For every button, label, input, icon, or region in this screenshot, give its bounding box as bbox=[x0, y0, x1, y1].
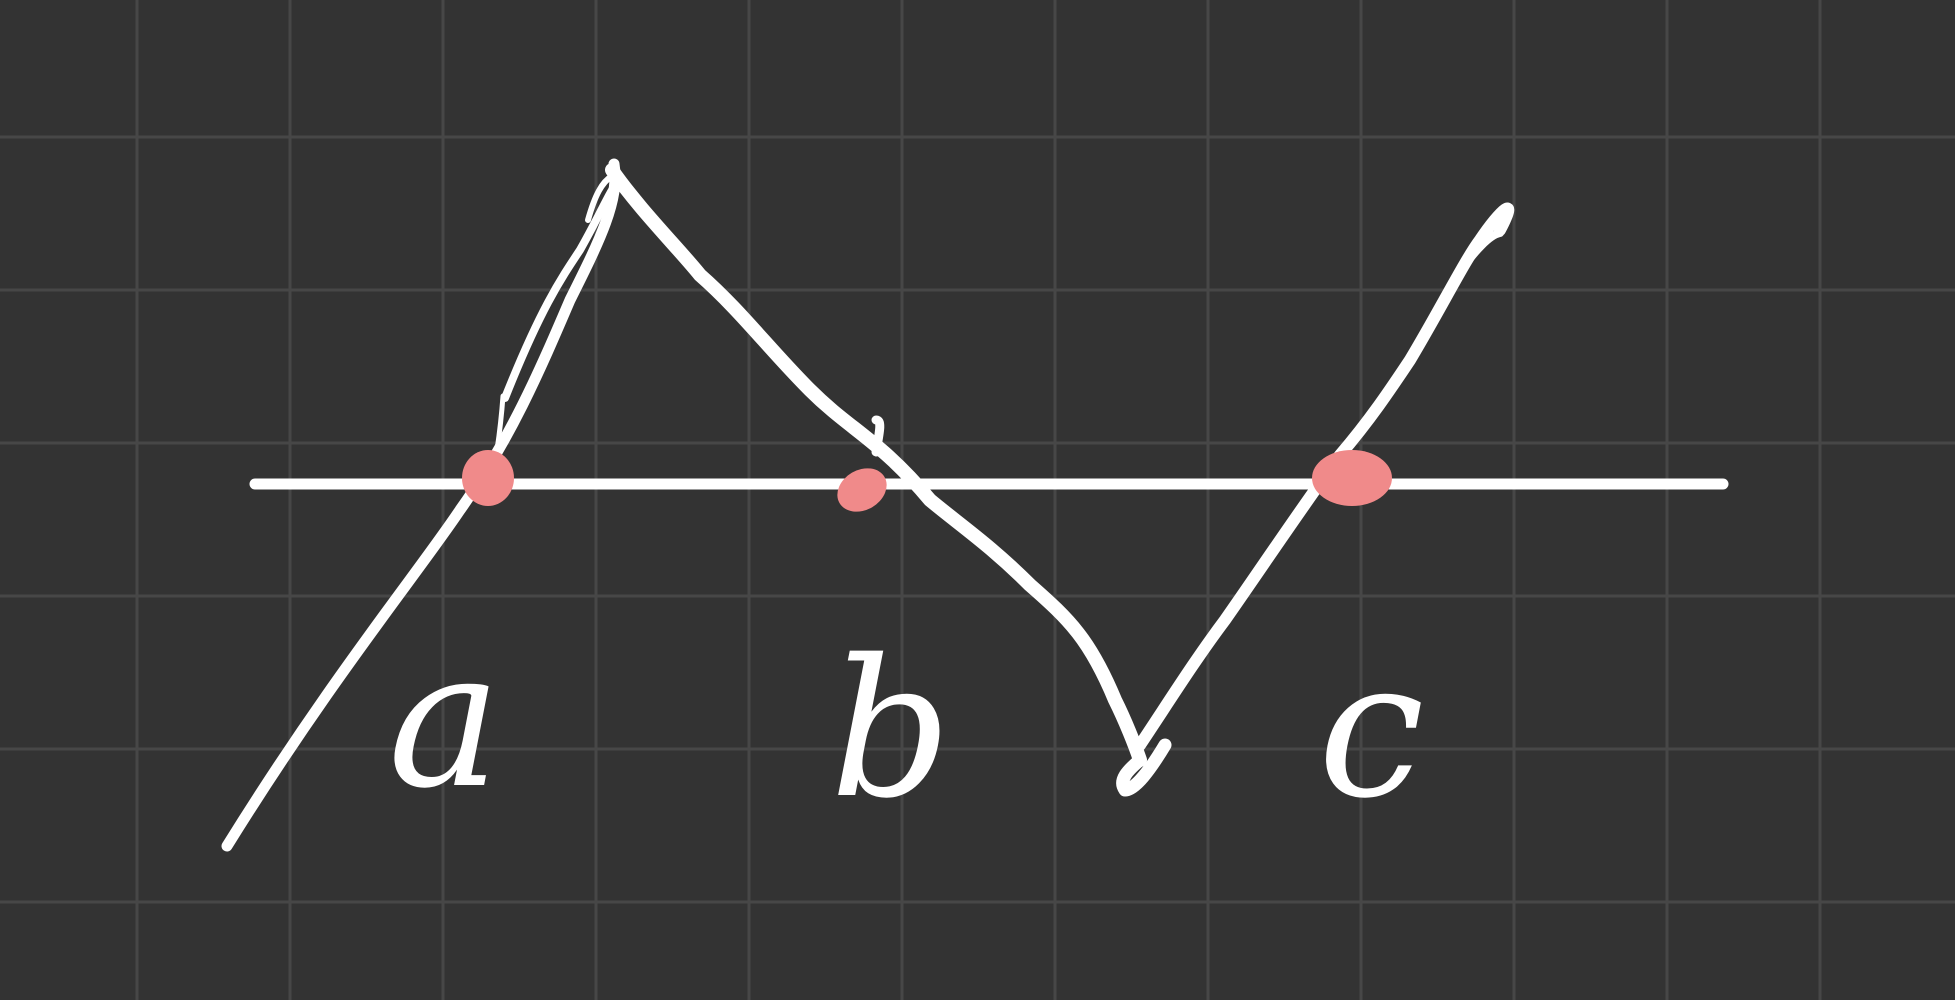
curve-right-rising-stroke bbox=[1134, 202, 1515, 751]
curve-descending-stroke bbox=[605, 163, 1147, 767]
label-c: c bbox=[1318, 619, 1424, 840]
label-a: a bbox=[388, 609, 501, 830]
intersection-marker-b bbox=[837, 468, 887, 512]
intersection-markers bbox=[462, 450, 1392, 512]
curve-tick-near-b bbox=[871, 415, 885, 457]
intersection-marker-a bbox=[462, 450, 514, 506]
curve-tick-near-a bbox=[494, 393, 506, 453]
curve-right-tip-stroke bbox=[1454, 229, 1504, 279]
label-b: b bbox=[830, 619, 952, 840]
curve-left-inner-stroke bbox=[501, 174, 624, 402]
intersection-marker-c bbox=[1312, 450, 1392, 506]
curve-bottom-hook-stroke bbox=[1116, 738, 1172, 797]
